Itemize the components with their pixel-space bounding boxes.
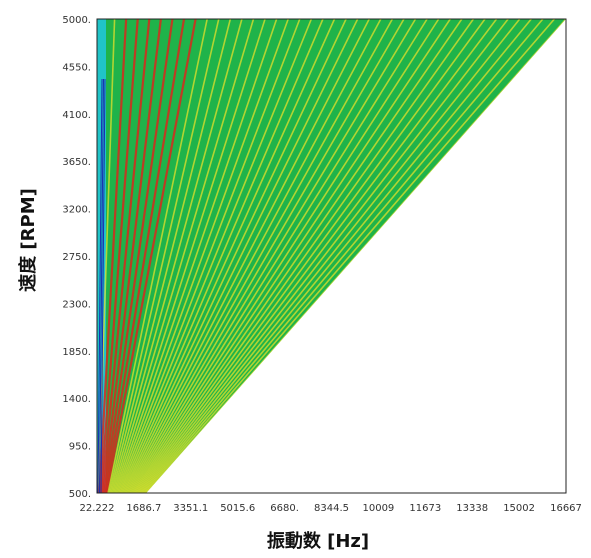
- y-tick-label: 2750.: [62, 252, 91, 263]
- order-line: [136, 19, 486, 493]
- x-tick-label: 1686.7: [126, 503, 161, 514]
- order-line: [111, 19, 243, 493]
- y-tick-label: 500.: [69, 489, 91, 500]
- order-line: [128, 19, 405, 493]
- x-tick-label: 10009: [362, 503, 394, 514]
- y-tick-label: 5000.: [62, 15, 91, 26]
- low-order-line: [97, 78, 103, 493]
- y-tick-label: 1400.: [62, 394, 91, 405]
- plot-area: [96, 18, 567, 494]
- x-tick-label: 6680.: [270, 503, 299, 514]
- order-line: [118, 19, 313, 493]
- order-line: [119, 19, 324, 493]
- order-line: [122, 19, 347, 493]
- x-tick-label: 16667: [550, 503, 582, 514]
- order-line: [145, 19, 566, 493]
- y-tick-label: 3200.: [62, 205, 91, 216]
- y-tick-label: 4550.: [62, 62, 91, 73]
- order-line: [107, 19, 208, 493]
- x-tick-label: 11673: [409, 503, 441, 514]
- low-order-line: [100, 78, 106, 493]
- x-tick-label: 5015.6: [220, 503, 255, 514]
- order-line: [108, 19, 220, 493]
- order-line: [129, 19, 417, 493]
- order-line: [140, 19, 521, 493]
- y-tick-label: 2300.: [62, 299, 91, 310]
- order-line: [115, 19, 289, 493]
- order-line: [144, 19, 556, 493]
- y-tick-label: 1850.: [62, 347, 91, 358]
- order-line: [135, 19, 475, 493]
- y-tick-label: 4100.: [62, 110, 91, 121]
- x-axis-title: 振動数 [Hz]: [267, 530, 369, 552]
- low-order-line: [99, 78, 104, 493]
- order-line: [124, 19, 370, 493]
- y-axis-title: 速度 [RPM]: [17, 188, 39, 292]
- order-line: [117, 19, 301, 493]
- x-tick-label: 15002: [503, 503, 535, 514]
- order-line: [104, 19, 186, 493]
- order-line: [113, 19, 266, 493]
- order-line: [127, 19, 394, 493]
- plot-frame: [96, 18, 567, 494]
- order-line: [134, 19, 463, 493]
- x-tick-label: 22.222: [80, 503, 115, 514]
- order-line: [100, 19, 151, 493]
- order-line: [98, 19, 128, 493]
- x-axis-ticks: 22.222 1686.7 3351.1 5015.6 6680. 8344.5 10009…: [80, 503, 582, 514]
- order-line: [120, 19, 336, 493]
- order-wedge: [97, 19, 566, 493]
- order-line: [141, 19, 532, 493]
- order-line: [112, 19, 255, 493]
- x-tick-label: 13338: [456, 503, 488, 514]
- order-line: [125, 19, 382, 493]
- order-line: [97, 19, 116, 493]
- order-line: [132, 19, 440, 493]
- y-axis-ticks: 5000. 4550. 4100. 3650. 3200. 2750. 2300. 1850.…: [62, 15, 91, 500]
- x-tick-label: 3351.1: [173, 503, 208, 514]
- order-line: [130, 19, 428, 493]
- order-line: [143, 19, 544, 493]
- order-line: [114, 19, 278, 493]
- order-line: [138, 19, 498, 493]
- order-lines: [97, 19, 566, 493]
- order-line: [102, 19, 162, 493]
- order-line: [109, 19, 232, 493]
- x-tick-label: 8344.5: [314, 503, 349, 514]
- order-line: [99, 19, 139, 493]
- y-tick-label: 3650.: [62, 157, 91, 168]
- order-line: [133, 19, 451, 493]
- y-tick-label: 950.: [69, 442, 91, 453]
- order-line: [139, 19, 509, 493]
- order-line: [123, 19, 359, 493]
- order-line: [105, 19, 197, 493]
- order-line: [103, 19, 174, 493]
